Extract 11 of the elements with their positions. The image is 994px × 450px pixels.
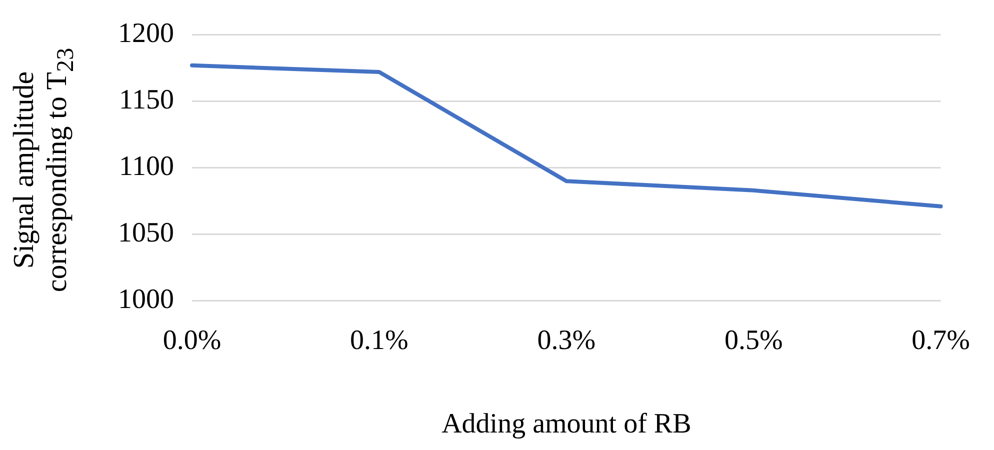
x-tick-label: 0.5%: [724, 324, 783, 356]
y-tick-label: 1150: [119, 84, 174, 116]
x-tick-label: 0.1%: [350, 324, 408, 356]
y-tick-label: 1100: [119, 151, 174, 182]
x-axis-title: Adding amount of RB: [442, 408, 692, 440]
y-tick-label: 1050: [118, 218, 174, 249]
y-tick-label: 1000: [118, 284, 174, 316]
x-tick-label: 0.3%: [537, 324, 596, 356]
x-tick-label: 0.7%: [912, 324, 970, 356]
x-tick-label: 0.0%: [162, 324, 222, 356]
y-tick-label: 1200: [118, 18, 174, 50]
